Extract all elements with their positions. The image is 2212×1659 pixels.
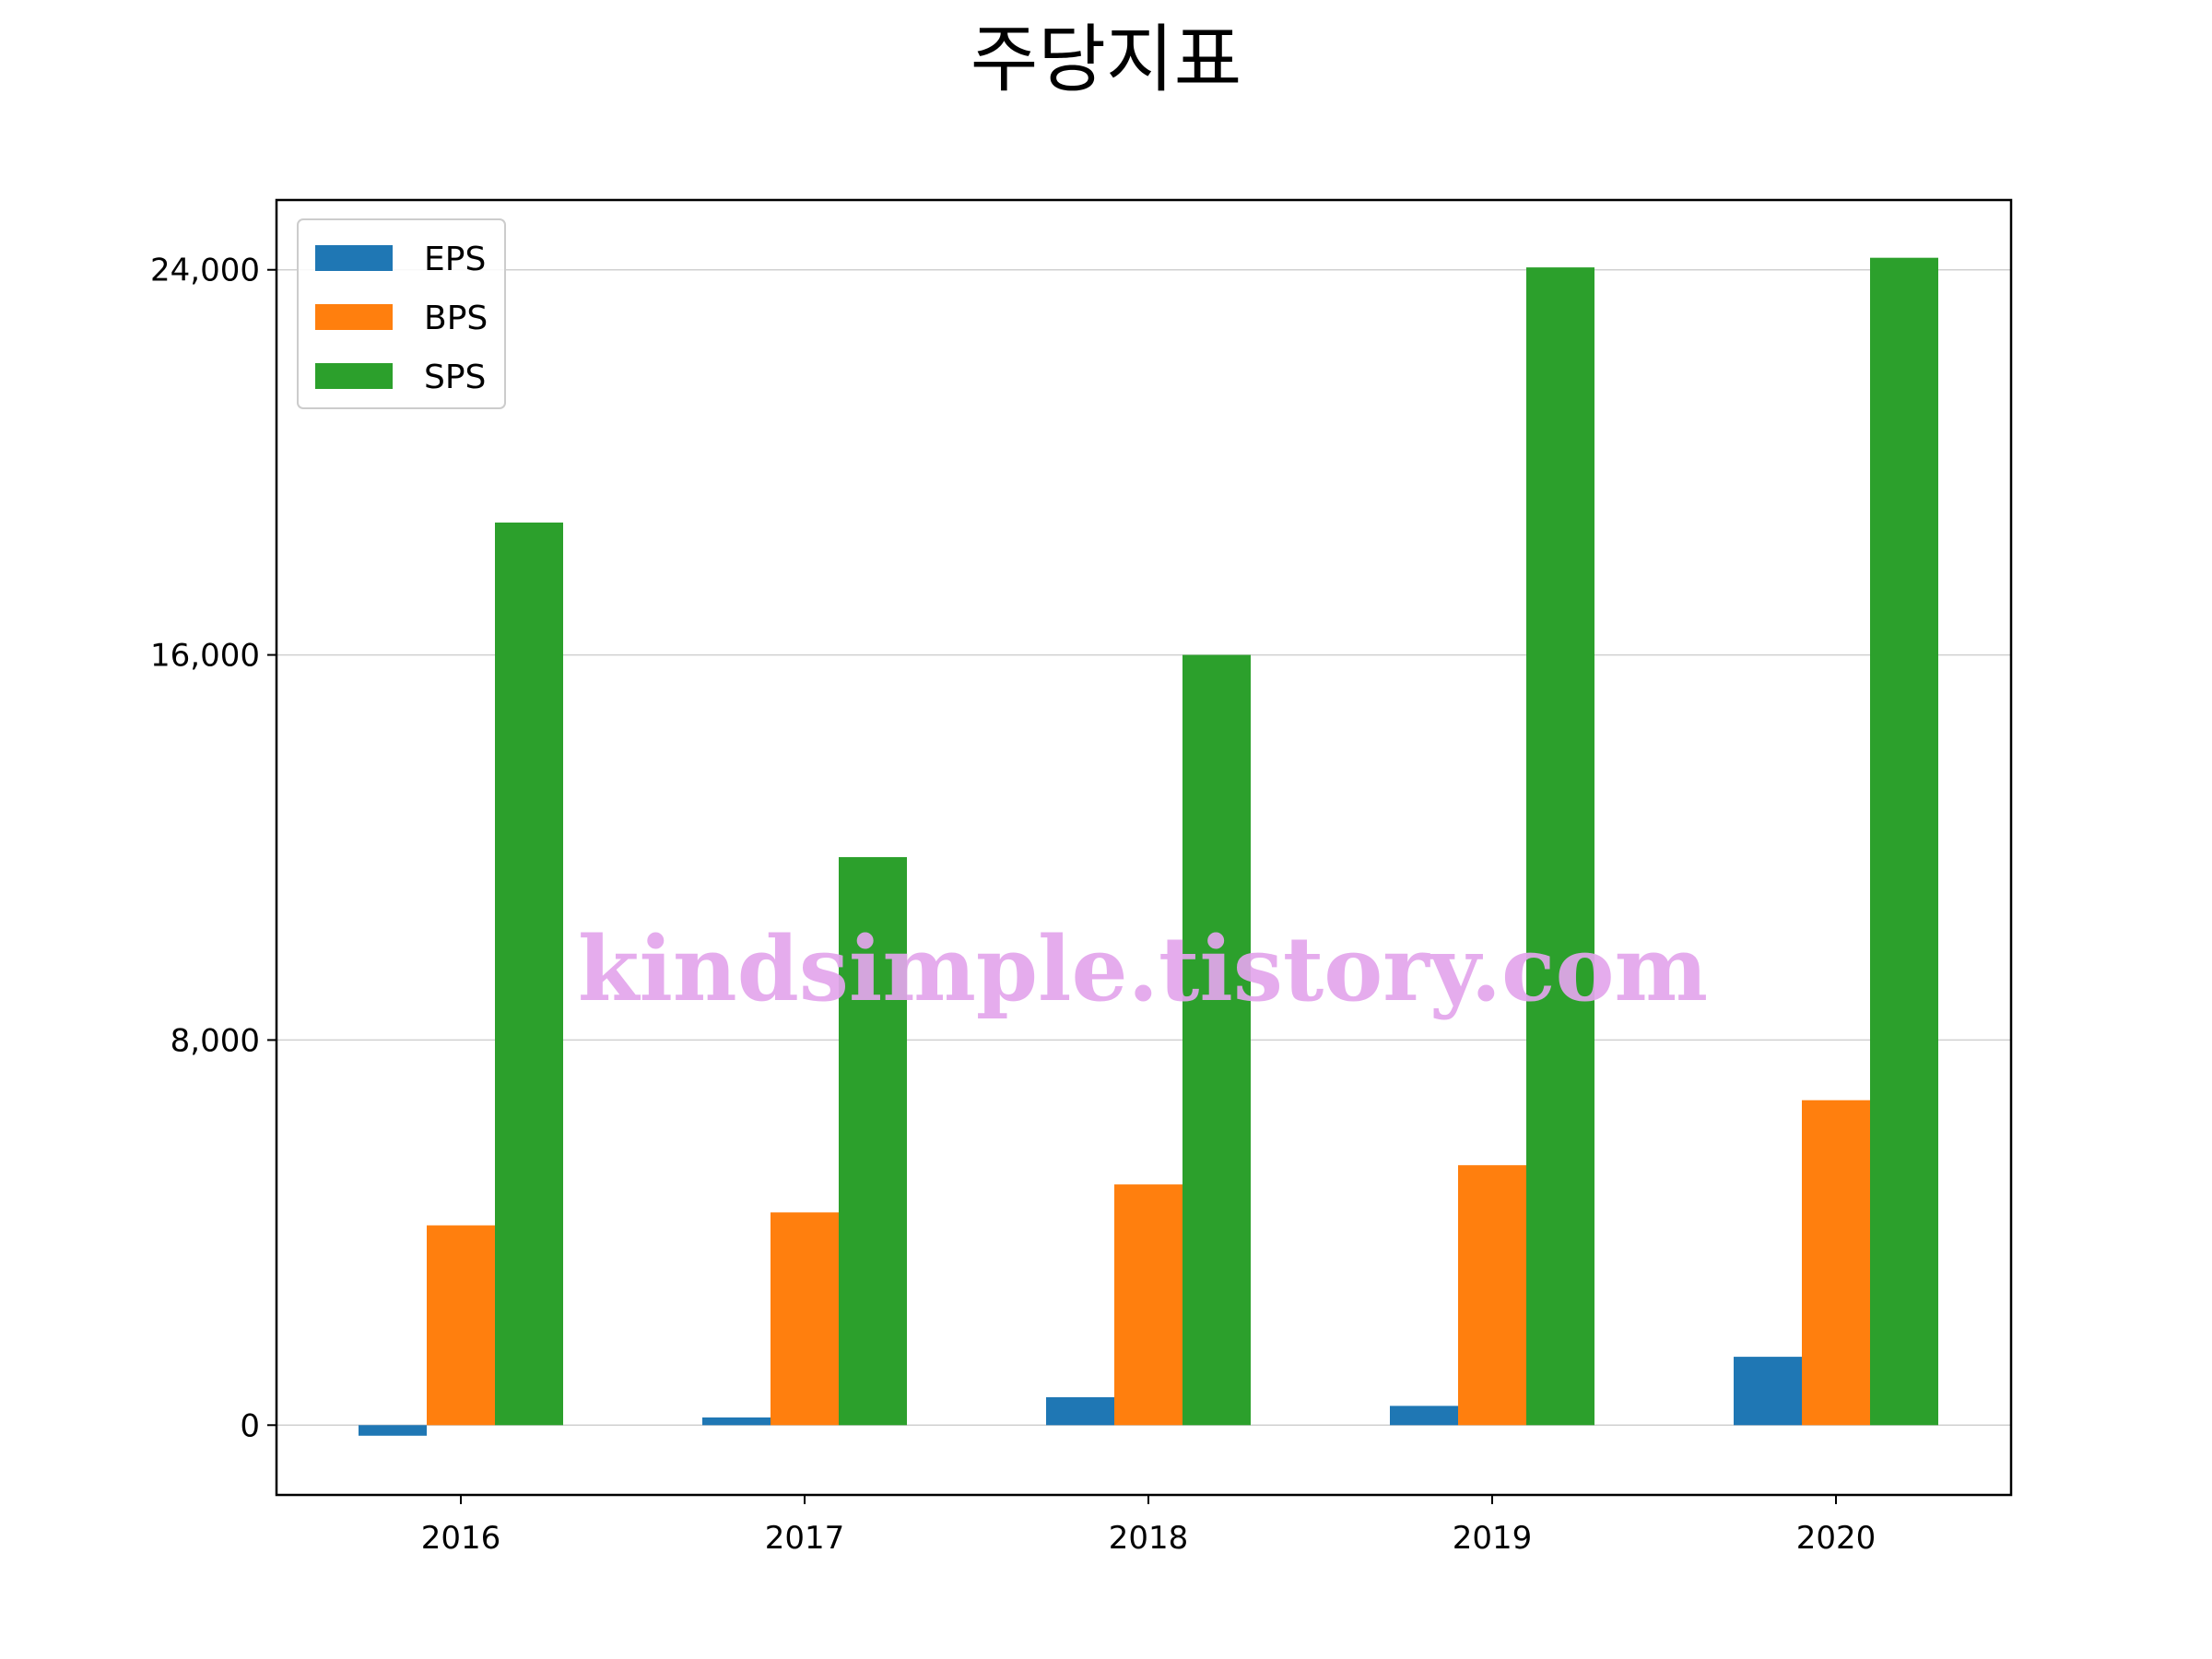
y-tick-label: 8,000	[171, 1022, 260, 1059]
y-axis: 0 8,000 16,000 24,000	[150, 253, 276, 1444]
chart-title: 주당지표	[971, 17, 1241, 102]
bar-eps-2020	[1734, 1357, 1802, 1426]
bar-sps-2016	[495, 522, 563, 1426]
bars	[359, 257, 1938, 1436]
bar-eps-2017	[702, 1417, 771, 1426]
bar-bps-2016	[427, 1225, 495, 1426]
bar-bps-2020	[1802, 1100, 1870, 1426]
x-tick-label: 2019	[1453, 1520, 1533, 1557]
bar-bps-2017	[771, 1212, 839, 1426]
plot-frame	[275, 198, 2013, 1497]
bar-eps-2016	[359, 1425, 427, 1436]
bar-bps-2018	[1114, 1184, 1182, 1426]
legend-swatch-eps	[315, 245, 393, 271]
legend-label-sps: SPS	[424, 359, 486, 396]
watermark: kindsimple.tistory.com	[578, 917, 1708, 1021]
bar-eps-2019	[1390, 1406, 1458, 1426]
bar-sps-2018	[1182, 654, 1251, 1426]
bar-bps-2019	[1458, 1165, 1526, 1426]
x-tick-label: 2020	[1796, 1520, 1877, 1557]
legend-swatch-bps	[315, 304, 393, 330]
legend: EPS BPS SPS	[297, 218, 506, 409]
x-tick-label: 2018	[1109, 1520, 1189, 1557]
x-tick-label: 2016	[421, 1520, 501, 1557]
legend-swatch-sps	[315, 363, 393, 389]
grid-lines	[276, 268, 2011, 1427]
bar-sps-2020	[1870, 257, 1938, 1426]
legend-label-eps: EPS	[424, 241, 486, 278]
bar-sps-2017	[839, 856, 907, 1426]
x-axis: 2016 2017 2018 2019 2020	[421, 1495, 1877, 1557]
bar-sps-2019	[1526, 267, 1594, 1426]
x-tick-label: 2017	[765, 1520, 845, 1557]
y-tick-label: 24,000	[150, 253, 260, 289]
bar-eps-2018	[1046, 1396, 1114, 1426]
y-tick-label: 0	[240, 1407, 260, 1444]
y-tick-label: 16,000	[150, 638, 260, 675]
legend-label-bps: BPS	[424, 300, 488, 337]
